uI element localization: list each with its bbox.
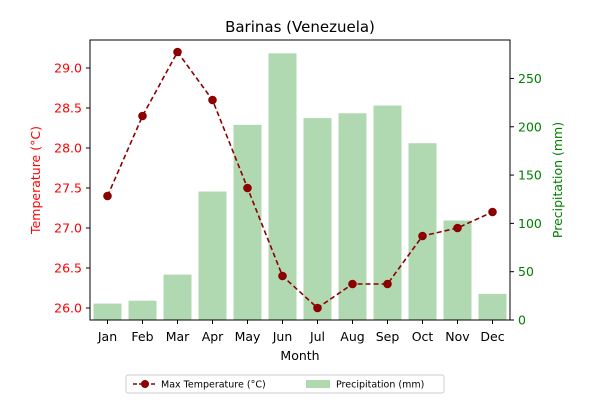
right-y-tick-label: 200 [518, 119, 542, 134]
precipitation-bar [233, 124, 262, 320]
precipitation-bar [163, 274, 192, 320]
right-y-axis-label: Precipitation (mm) [550, 122, 565, 238]
temperature-point [173, 47, 182, 57]
right-y-tick-label: 0 [518, 313, 526, 328]
precipitation-bar [93, 303, 122, 320]
temperature-point [278, 271, 287, 281]
left-y-axis-label: Temperature (°C) [28, 126, 43, 235]
precipitation-bars [93, 53, 507, 321]
temperature-point [453, 223, 462, 233]
x-tick-label: Mar [166, 329, 190, 344]
legend-frame [125, 374, 445, 394]
precipitation-bar [443, 220, 472, 320]
right-y-tick-label: 250 [518, 71, 542, 86]
chart-title: Barinas (Venezuela) [225, 18, 375, 36]
x-tick-label: Nov [445, 329, 470, 344]
precipitation-bar [478, 293, 507, 320]
x-tick-label: Sep [376, 329, 400, 344]
precipitation-bar [198, 191, 227, 320]
precipitation-bar [303, 118, 332, 321]
left-y-axis: 26.0 26.5 27.0 27.5 28.0 28.5 29.0 [54, 61, 90, 316]
plot-frame [89, 39, 511, 321]
legend-label-precipitation: Precipitation (mm) [336, 380, 424, 391]
x-tick-label: May [235, 329, 261, 344]
legend: Max Temperature (°C) Precipitation (mm) [125, 374, 445, 394]
temperature-point [383, 279, 392, 289]
temperature-point [348, 279, 357, 289]
x-tick-label: Jun [272, 329, 293, 344]
x-tick-label: Jul [309, 329, 325, 344]
legend-bar-swatch [306, 380, 330, 388]
temperature-point [418, 231, 427, 241]
temperature-series-line [106, 50, 493, 310]
x-axis-label: Month [280, 348, 319, 363]
left-y-tick-label: 26.0 [54, 301, 82, 316]
temperature-point [138, 111, 147, 121]
x-tick-label: Jan [97, 329, 117, 344]
left-y-tick-label: 28.0 [54, 141, 82, 156]
left-y-tick-label: 27.5 [54, 181, 82, 196]
precipitation-bar [408, 143, 437, 320]
temperature-point [488, 207, 497, 217]
x-tick-label: Dec [480, 329, 504, 344]
right-y-tick-label: 100 [518, 216, 542, 231]
legend-marker-swatch [141, 380, 149, 388]
x-tick-label: Aug [340, 329, 364, 344]
temperature-point [208, 95, 217, 105]
temperature-point [313, 303, 322, 313]
x-tick-label: Apr [202, 329, 224, 344]
precipitation-bar [338, 113, 367, 320]
x-axis: Jan Feb Mar Apr May Jun Jul Aug Sep Oct Nov Dec [97, 320, 505, 344]
right-y-tick-label: 50 [518, 264, 534, 279]
left-y-tick-label: 28.5 [54, 101, 82, 116]
left-y-tick-label: 26.5 [54, 261, 82, 276]
left-y-tick-label: 29.0 [54, 61, 82, 76]
temperature-point [103, 191, 112, 201]
temperature-line [103, 47, 497, 313]
x-tick-label: Feb [131, 329, 153, 344]
precipitation-bar [128, 300, 157, 320]
right-y-tick-label: 150 [518, 168, 542, 183]
temperature-point [243, 183, 252, 193]
legend-label-temperature: Max Temperature (°C) [161, 380, 266, 391]
left-y-tick-label: 27.0 [54, 221, 82, 236]
right-y-axis: 0 50 100 150 200 250 [510, 71, 542, 328]
x-tick-label: Oct [412, 329, 434, 344]
